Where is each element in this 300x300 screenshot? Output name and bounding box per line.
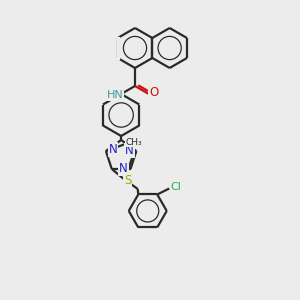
Text: CH₃: CH₃: [126, 138, 142, 147]
Text: HN: HN: [107, 90, 124, 100]
Text: S: S: [124, 174, 131, 188]
Text: N: N: [119, 162, 128, 176]
Text: N: N: [109, 142, 117, 156]
Text: O: O: [149, 86, 158, 100]
Text: N: N: [125, 144, 134, 157]
Text: Cl: Cl: [171, 182, 182, 193]
